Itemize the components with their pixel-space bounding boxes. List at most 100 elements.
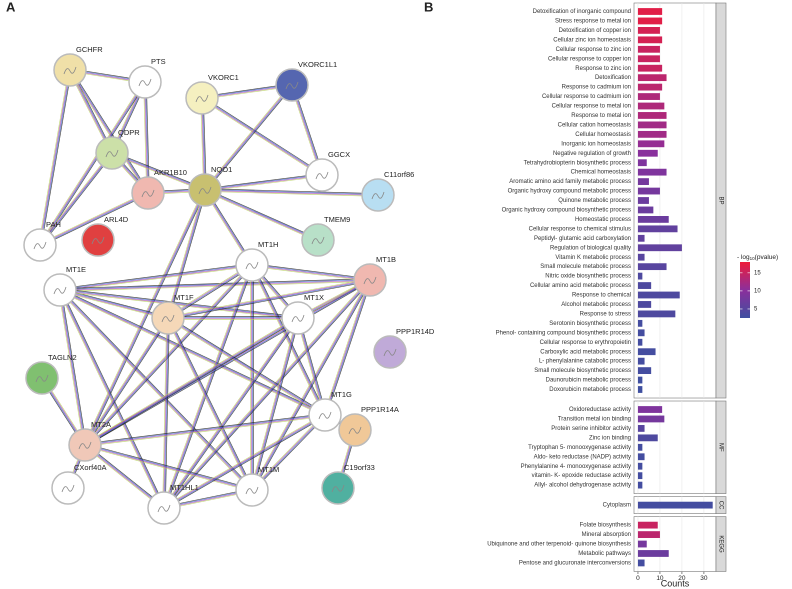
- category-label: Detoxification of copper ion: [559, 28, 631, 34]
- node-label: CXorf40A: [74, 463, 107, 472]
- category-label: Quinone metabolic process: [558, 198, 631, 204]
- bar: [637, 443, 643, 451]
- edge: [204, 190, 378, 196]
- edge: [38, 69, 70, 245]
- category-label: Mineral absorption: [582, 532, 631, 538]
- edge: [250, 317, 298, 490]
- edge: [252, 264, 326, 415]
- edge: [168, 317, 254, 490]
- edge: [85, 415, 326, 447]
- edge: [38, 81, 145, 245]
- category-label: Organic hydroxy compound biosynthetic pr…: [502, 208, 631, 214]
- facet-strip: [715, 400, 727, 494]
- bar: [637, 367, 652, 375]
- category-label: Negative regulation of growth: [553, 151, 631, 157]
- bar: [637, 83, 663, 91]
- node: [361, 178, 395, 212]
- node-label: PPP1R14A: [361, 405, 399, 414]
- facet-label: KEGG: [717, 535, 723, 553]
- edge: [59, 290, 325, 417]
- category-label: Ubiquinone and other terpenoid- quinone …: [487, 542, 631, 548]
- edge: [298, 317, 327, 415]
- node-icon: [245, 486, 259, 495]
- edge: [59, 290, 164, 509]
- node-label: MT1M: [258, 465, 279, 474]
- node: [188, 173, 222, 207]
- edge: [40, 70, 72, 246]
- node-icon: [138, 78, 152, 87]
- edge: [85, 443, 253, 490]
- edge: [59, 290, 298, 319]
- bar: [637, 36, 663, 44]
- node-icon: [195, 94, 209, 103]
- x-tick-label: 10: [656, 575, 664, 582]
- category-label: Cellular response to metal ion: [552, 104, 631, 110]
- category-label: Cytoplasm: [603, 503, 631, 509]
- node-label: GGCX: [328, 150, 350, 159]
- edge: [60, 288, 254, 490]
- bar: [637, 531, 660, 538]
- edge: [163, 317, 298, 508]
- edge: [145, 81, 150, 193]
- bar: [637, 27, 660, 34]
- category-label: Cellular response to zinc ion: [556, 47, 631, 53]
- x-tick-label: 20: [678, 575, 686, 582]
- edge: [59, 290, 252, 491]
- category-label: Response to zinc ion: [575, 66, 631, 72]
- edge: [40, 153, 113, 246]
- category-label: Inorganic ion homeostasis: [561, 141, 631, 147]
- edge: [205, 85, 294, 192]
- category-label: Detoxification of inorganic compound: [533, 9, 631, 15]
- category-label: Regulation of biological quality: [550, 245, 631, 251]
- edge: [204, 190, 378, 197]
- x-axis-label: Counts: [661, 578, 690, 588]
- category-label: Response to stress: [580, 311, 631, 317]
- node-label: PPP1R14D: [396, 327, 435, 336]
- edge: [167, 318, 325, 416]
- bar: [637, 425, 645, 432]
- edge: [205, 188, 379, 195]
- bar: [637, 102, 665, 110]
- edge: [85, 443, 166, 508]
- edge: [60, 280, 371, 291]
- edge: [39, 81, 145, 245]
- colorbar-tick-label: 10: [754, 288, 761, 294]
- edge: [60, 289, 169, 318]
- category-label: Aromatic amino acid family metabolic pro…: [509, 179, 631, 185]
- edge: [167, 189, 205, 318]
- edge: [204, 190, 318, 241]
- node-icon: [105, 149, 119, 158]
- bar: [637, 434, 658, 442]
- edge: [162, 317, 298, 508]
- category-label: Cellular cation homeostasis: [558, 122, 631, 128]
- node-label: MT1G: [331, 390, 352, 399]
- edge: [252, 264, 371, 280]
- category-label: Folate biosynthesis: [580, 523, 631, 529]
- edge: [39, 152, 112, 245]
- bar-chart: BP Detoxification of inorganic compound St…: [487, 2, 778, 588]
- edge: [40, 193, 149, 246]
- bar: [637, 178, 649, 186]
- bar: [637, 550, 669, 557]
- bar: [637, 74, 667, 82]
- node-label: MT1F: [174, 293, 194, 302]
- edge: [163, 279, 370, 508]
- node: [68, 428, 102, 462]
- category-label: Metabolic pathways: [578, 551, 631, 557]
- edge: [58, 290, 85, 446]
- node-icon: [161, 314, 175, 323]
- bar: [637, 234, 645, 242]
- edge: [324, 279, 370, 415]
- category-label: Aldo- keto reductase (NADP) activity: [534, 454, 631, 460]
- bar: [637, 501, 713, 509]
- node-label: AKR1B10: [154, 168, 187, 177]
- edge: [83, 445, 164, 510]
- edge: [68, 70, 148, 194]
- bar: [637, 8, 663, 15]
- edge: [70, 69, 150, 193]
- node: [147, 491, 181, 525]
- colorbar: [740, 262, 750, 318]
- category-label: Detoxification: [595, 75, 631, 81]
- edge: [252, 318, 300, 491]
- node: [43, 273, 77, 307]
